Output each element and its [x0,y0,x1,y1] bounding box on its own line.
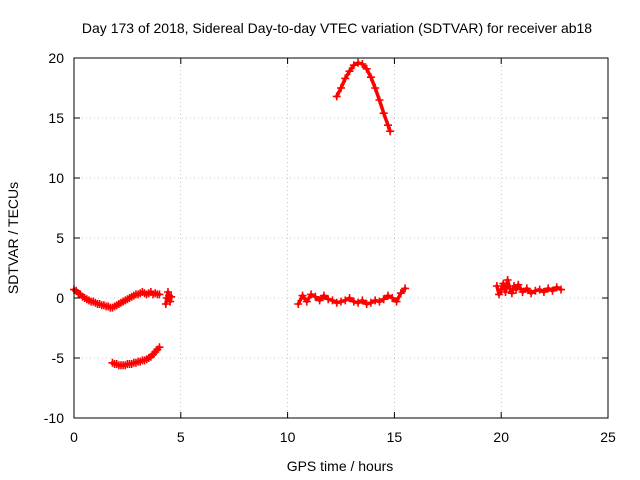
data-point [307,290,316,299]
x-tick-label: 0 [70,429,78,445]
y-axis-label: SDTVAR / TECUs [5,182,21,294]
data-point [298,291,307,300]
data-point [354,58,363,67]
axis-ticks: 0 5 10 15 20 25 -10 -5 0 5 10 15 20 [44,50,616,445]
data-point [345,294,354,302]
data-point [392,297,401,306]
data-point [294,300,303,308]
data-point [495,290,504,299]
data-point [401,284,410,293]
x-tick-label: 20 [493,429,509,445]
data-point [349,297,358,306]
data-point [499,279,508,288]
y-tick-label: 5 [56,230,64,246]
y-tick-label: 10 [48,170,64,186]
data-point [337,84,345,92]
data-series [70,58,566,370]
data-point [383,121,392,130]
data-point [163,288,172,296]
data-point [501,288,510,296]
series-segment-1 [70,285,164,312]
data-point [366,73,375,82]
data-point [371,84,380,92]
data-point [324,295,333,304]
data-point [332,92,341,101]
y-tick-label: -10 [44,410,64,426]
data-point [512,285,521,294]
grid-lines [74,58,608,418]
data-point [366,298,375,307]
x-tick-label: 10 [280,429,296,445]
data-point [166,297,175,306]
data-point [371,296,380,305]
chart-title: Day 173 of 2018, Sidereal Day-to-day VTE… [82,20,592,36]
series-segment-6 [492,276,566,299]
series-segment-4 [294,284,410,308]
data-point [358,60,367,68]
data-point [362,300,371,308]
data-point [383,291,392,300]
data-point [503,276,512,284]
data-point [535,285,544,294]
data-point [161,300,170,308]
y-tick-label: 0 [56,290,64,306]
x-tick-label: 5 [177,429,185,445]
data-point [341,296,350,305]
data-point [497,285,506,294]
data-point [557,285,566,294]
data-point [337,297,345,306]
data-point [388,294,397,302]
data-point [505,284,514,293]
data-point [552,283,561,292]
data-point [332,298,341,307]
data-point [155,290,164,299]
data-point [319,291,328,300]
data-point [349,61,358,70]
data-point [507,289,516,298]
x-axis-label: GPS time / hours [287,458,394,474]
data-point [375,297,384,306]
x-tick-label: 15 [387,429,403,445]
y-tick-label: -5 [52,350,65,366]
y-tick-label: 15 [48,110,64,126]
data-point [375,96,384,104]
x-tick-label: 25 [600,429,616,445]
data-point [396,289,405,298]
data-point [155,343,164,352]
data-point [315,296,324,305]
data-point [379,109,388,118]
data-point [302,297,311,306]
series-segment-3 [108,343,164,370]
data-point [539,288,548,296]
data-point [328,296,337,305]
data-point [527,289,536,298]
data-point [522,284,531,293]
data-point [544,284,553,293]
series-segment-5 [332,58,395,136]
data-point [311,292,320,301]
data-point [531,286,540,295]
data-point [492,282,501,290]
data-point [362,64,371,73]
data-point [386,127,395,136]
data-point [167,292,176,301]
data-point [341,74,350,83]
data-point [358,296,367,305]
data-point [514,280,523,289]
data-point [548,286,557,295]
y-tick-label: 20 [48,50,64,66]
data-point [345,67,354,76]
data-point [379,295,388,304]
series-segment-2 [161,288,176,308]
data-point [518,288,527,296]
data-point [354,298,363,307]
